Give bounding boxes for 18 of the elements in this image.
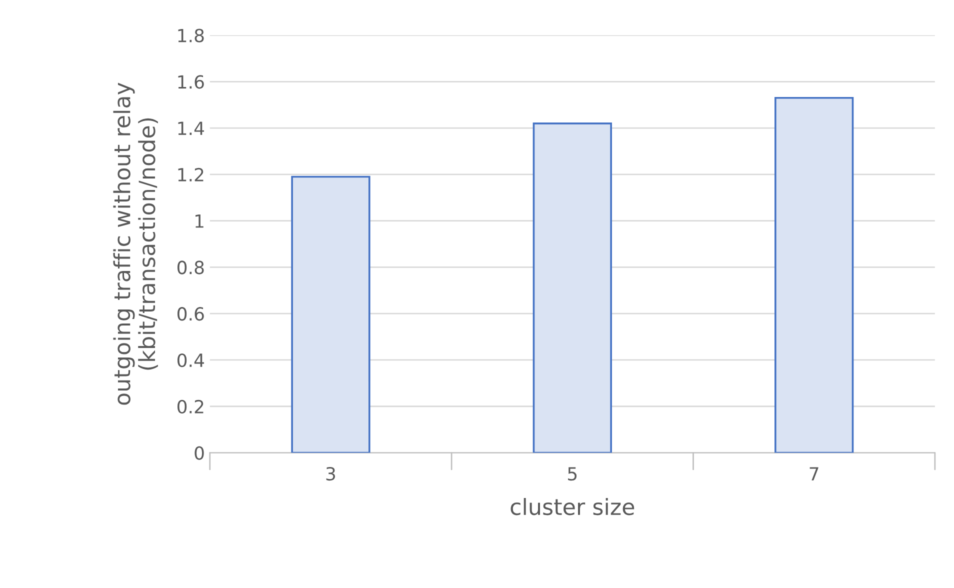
y-tick-label: 1.2 <box>178 168 204 182</box>
y-tick-label: 1.8 <box>178 28 204 42</box>
y-tick-label: 0.4 <box>177 353 204 368</box>
bar <box>532 122 612 453</box>
y-axis-title: outgoing traffic without relay (kbit/transaction/node) <box>113 82 158 405</box>
x-tick-label: 7 <box>810 467 818 480</box>
y-tick-label: 1.4 <box>178 122 204 135</box>
y-tick-label: 0.8 <box>177 260 204 274</box>
bar <box>774 96 854 453</box>
y-tick-label: 0 <box>194 446 204 460</box>
y-tick-label: 0.6 <box>177 307 204 321</box>
bar <box>291 176 370 453</box>
y-tick-label: 1 <box>196 214 204 228</box>
x-axis-title: cluster size <box>510 498 634 516</box>
x-tick-label: 3 <box>326 466 336 481</box>
y-tick-label: 1.6 <box>178 75 204 89</box>
x-tick-label: 5 <box>568 467 577 481</box>
y-tick-label: 0.2 <box>177 400 204 414</box>
